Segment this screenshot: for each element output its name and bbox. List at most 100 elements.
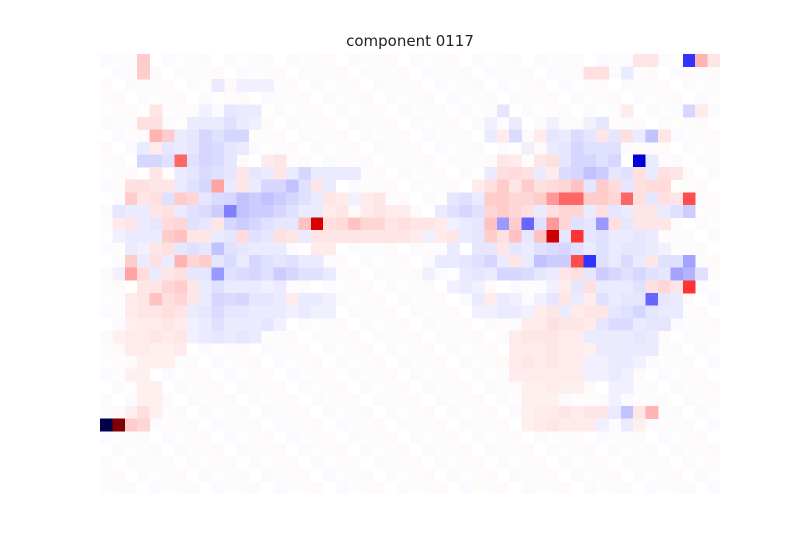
heatmap-cell xyxy=(236,393,250,407)
heatmap-cell xyxy=(248,368,262,382)
heatmap-cell xyxy=(335,129,349,143)
heatmap-cell xyxy=(546,255,560,269)
heatmap-cell xyxy=(397,54,411,67)
heatmap-cell xyxy=(447,292,460,306)
heatmap-cell xyxy=(323,305,336,319)
heatmap-cell xyxy=(447,79,460,93)
heatmap-cell xyxy=(286,167,299,181)
heatmap-cell xyxy=(186,456,200,470)
heatmap-cell xyxy=(360,66,374,80)
heatmap-cell xyxy=(596,393,609,407)
heatmap-cell xyxy=(558,468,572,482)
heatmap-cell xyxy=(186,267,200,281)
heatmap-cell xyxy=(682,167,696,181)
heatmap-cell xyxy=(224,292,237,306)
heatmap-cell xyxy=(608,343,622,357)
heatmap-cell xyxy=(199,91,212,105)
heatmap-cell xyxy=(286,66,299,80)
heatmap-cell xyxy=(397,179,411,193)
heatmap-cell xyxy=(310,142,324,155)
heatmap-cell xyxy=(608,355,622,369)
heatmap-cell xyxy=(695,267,708,281)
heatmap-cell xyxy=(224,343,237,357)
heatmap-cell xyxy=(695,79,708,93)
heatmap-cell xyxy=(645,380,659,394)
heatmap-cell xyxy=(620,305,634,319)
heatmap-cell xyxy=(670,192,684,206)
heatmap-cell xyxy=(360,393,374,407)
heatmap-cell xyxy=(484,355,498,369)
heatmap-cell xyxy=(695,192,708,206)
heatmap-cell xyxy=(385,242,398,256)
heatmap-cell xyxy=(298,217,312,231)
heatmap-cell xyxy=(496,431,510,445)
heatmap-cell xyxy=(509,406,522,419)
heatmap-cell xyxy=(682,79,696,93)
heatmap-cell xyxy=(310,116,324,130)
heatmap-cell xyxy=(298,267,312,281)
heatmap-cell xyxy=(261,330,274,344)
heatmap-cell xyxy=(434,66,448,80)
heatmap-cell xyxy=(521,393,535,407)
heatmap-cell xyxy=(558,116,572,130)
heatmap-cell xyxy=(521,406,535,419)
heatmap-cell xyxy=(348,456,361,470)
heatmap-cell xyxy=(645,330,659,344)
heatmap-cell xyxy=(596,368,609,382)
heatmap-cell xyxy=(261,167,274,181)
heatmap-cell xyxy=(100,443,113,457)
heatmap-cell xyxy=(645,431,659,445)
heatmap-cell xyxy=(149,330,163,344)
heatmap-cell xyxy=(682,456,696,470)
heatmap-cell xyxy=(360,343,374,357)
heatmap-cell xyxy=(100,104,113,118)
heatmap-cell xyxy=(645,343,659,357)
heatmap-cell xyxy=(447,355,460,369)
heatmap-cell xyxy=(199,280,212,294)
heatmap-cell xyxy=(422,380,436,394)
heatmap-cell xyxy=(422,255,436,269)
heatmap-cell xyxy=(583,406,597,419)
heatmap-cell xyxy=(596,481,609,494)
heatmap-cell xyxy=(695,104,708,118)
heatmap-cell xyxy=(521,343,535,357)
heatmap-cell xyxy=(645,456,659,470)
heatmap-cell xyxy=(695,154,708,168)
heatmap-cell xyxy=(645,167,659,181)
heatmap-cell xyxy=(608,129,622,143)
heatmap-cell xyxy=(186,292,200,306)
heatmap-cell xyxy=(211,280,225,294)
heatmap-cell xyxy=(236,204,250,218)
heatmap-cell xyxy=(199,66,212,80)
heatmap-cell xyxy=(583,468,597,482)
heatmap-cell xyxy=(236,406,250,419)
heatmap-cell xyxy=(360,154,374,168)
heatmap-cell xyxy=(335,104,349,118)
heatmap-cell xyxy=(211,305,225,319)
heatmap-cell xyxy=(199,129,212,143)
heatmap-cell xyxy=(633,255,646,269)
heatmap-cell xyxy=(100,142,113,155)
heatmap-cell xyxy=(224,267,237,281)
heatmap-cell xyxy=(496,66,510,80)
heatmap-cell xyxy=(323,255,336,269)
heatmap-cell xyxy=(422,481,436,494)
heatmap-cell xyxy=(695,242,708,256)
heatmap-cell xyxy=(360,292,374,306)
heatmap-cell xyxy=(658,292,671,306)
heatmap-cell xyxy=(149,154,163,168)
heatmap-cell xyxy=(546,380,560,394)
heatmap-cell xyxy=(372,179,386,193)
heatmap-cell xyxy=(224,142,237,155)
heatmap-cell xyxy=(124,230,138,243)
heatmap-cell xyxy=(335,204,349,218)
heatmap-cell xyxy=(124,380,138,394)
heatmap-cell xyxy=(162,380,175,394)
heatmap-cell xyxy=(100,116,113,130)
heatmap-cell xyxy=(100,54,113,67)
heatmap-cell xyxy=(162,267,175,281)
heatmap-cell xyxy=(670,305,684,319)
heatmap-cell xyxy=(335,406,349,419)
heatmap-cell xyxy=(472,406,485,419)
heatmap-cell xyxy=(162,318,175,331)
